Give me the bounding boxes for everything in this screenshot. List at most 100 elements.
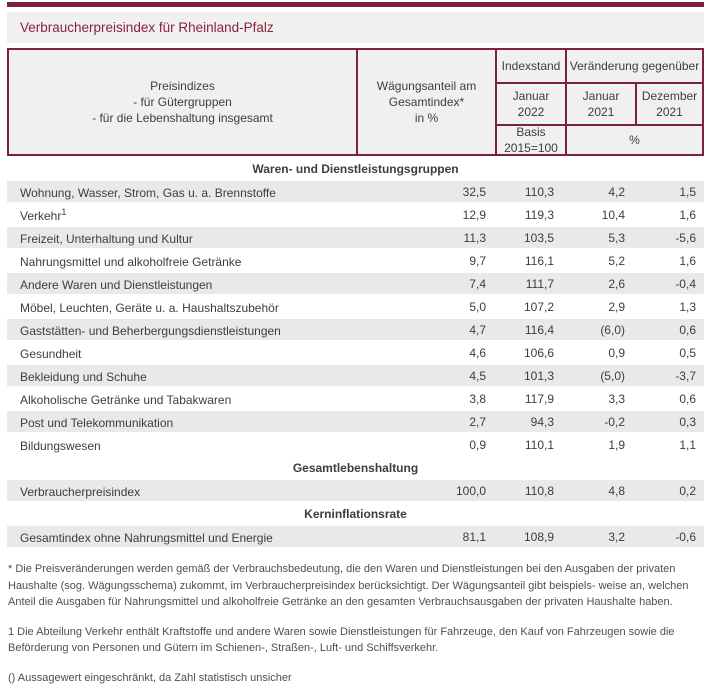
row-vs-jan-2021: 1,9 <box>567 438 637 452</box>
section-header-goods-services: Waren- und Dienstleistungsgruppen <box>7 158 704 179</box>
footnote-weighting: * Die Preisveränderungen werden gemäß de… <box>8 561 703 611</box>
table-row: Andere Waren und Dienstleistungen 7,4 11… <box>7 273 704 294</box>
row-weight: 3,8 <box>358 392 497 406</box>
row-label: Nahrungsmittel und alkoholfreie Getränke <box>7 253 358 269</box>
row-index: 108,9 <box>497 530 567 544</box>
row-index: 110,8 <box>497 484 567 498</box>
section-header-total: Gesamtlebenshaltung <box>7 457 704 478</box>
page-title-box: Verbraucherpreisindex für Rheinland-Pfal… <box>7 12 704 43</box>
row-weight: 81,1 <box>358 530 497 544</box>
header-weight-share: Wägungsanteil am Gesamtindex* in % <box>358 50 497 154</box>
header-indexstand: Indexstand <box>497 50 567 84</box>
row-index: 117,9 <box>497 392 567 406</box>
row-vs-jan-2021: 2,6 <box>567 277 637 291</box>
row-label: Gesundheit <box>7 345 358 361</box>
header-jan-2022: Januar 2022 <box>497 84 567 126</box>
row-vs-dez-2021: 1,3 <box>637 300 704 314</box>
footnote-statistical-uncertainty: () Aussagewert eingeschränkt, da Zahl st… <box>8 670 703 686</box>
row-label: Möbel, Leuchten, Geräte u. a. Haushaltsz… <box>7 299 358 315</box>
row-vs-dez-2021: 0,6 <box>637 323 704 337</box>
row-index: 107,2 <box>497 300 567 314</box>
table-row: Wohnung, Wasser, Strom, Gas u. a. Brenns… <box>7 181 704 202</box>
table-row: Nahrungsmittel und alkoholfreie Getränke… <box>7 250 704 271</box>
row-vs-dez-2021: -0,6 <box>637 530 704 544</box>
table-row: Freizeit, Unterhaltung und Kultur 11,3 1… <box>7 227 704 248</box>
row-vs-dez-2021: -3,7 <box>637 369 704 383</box>
table-row: Möbel, Leuchten, Geräte u. a. Haushaltsz… <box>7 296 704 317</box>
row-vs-jan-2021: 2,9 <box>567 300 637 314</box>
row-label: Post und Telekommunikation <box>7 414 358 430</box>
row-index: 94,3 <box>497 415 567 429</box>
table-row: Gesamtindex ohne Nahrungsmittel und Ener… <box>7 526 704 547</box>
row-label: Verbraucherpreisindex <box>7 483 358 499</box>
table-row: Bildungswesen 0,9 110,1 1,9 1,1 <box>7 434 704 455</box>
table-body: Waren- und Dienstleistungsgruppen Wohnun… <box>7 158 704 547</box>
row-vs-jan-2021: -0,2 <box>567 415 637 429</box>
row-vs-dez-2021: -5,6 <box>637 231 704 245</box>
row-vs-jan-2021: 5,3 <box>567 231 637 245</box>
row-vs-dez-2021: 0,5 <box>637 346 704 360</box>
row-index: 103,5 <box>497 231 567 245</box>
header-change-vs: Veränderung gegenüber <box>567 50 702 84</box>
row-index: 110,1 <box>497 438 567 452</box>
row-vs-jan-2021: (5,0) <box>567 369 637 383</box>
row-weight: 2,7 <box>358 415 497 429</box>
row-index: 111,7 <box>497 277 567 291</box>
row-vs-jan-2021: 4,2 <box>567 185 637 199</box>
row-weight: 32,5 <box>358 185 497 199</box>
header-percent: % <box>567 126 702 154</box>
row-weight: 7,4 <box>358 277 497 291</box>
section-header-core-inflation: Kerninflationsrate <box>7 503 704 524</box>
footnote-transport: 1 Die Abteilung Verkehr enthält Kraftsto… <box>8 624 703 657</box>
row-index: 116,1 <box>497 254 567 268</box>
row-index: 119,3 <box>497 208 567 222</box>
row-index: 116,4 <box>497 323 567 337</box>
row-weight: 5,0 <box>358 300 497 314</box>
row-label: Gesamtindex ohne Nahrungsmittel und Ener… <box>7 529 358 545</box>
footnotes: * Die Preisveränderungen werden gemäß de… <box>8 561 703 686</box>
row-weight: 4,6 <box>358 346 497 360</box>
row-label: Bildungswesen <box>7 437 358 453</box>
row-label: Gaststätten- und Beherbergungsdienstleis… <box>7 322 358 338</box>
row-weight: 4,7 <box>358 323 497 337</box>
table-row: Bekleidung und Schuhe 4,5 101,3 (5,0) -3… <box>7 365 704 386</box>
header-dez-2021: Dezember 2021 <box>637 84 702 126</box>
row-weight: 11,3 <box>358 231 497 245</box>
row-vs-dez-2021: 0,3 <box>637 415 704 429</box>
row-vs-jan-2021: (6,0) <box>567 323 637 337</box>
header-basis: Basis 2015=100 <box>497 126 567 154</box>
header-jan-2021: Januar 2021 <box>567 84 637 126</box>
table-row: Verkehr1 12,9 119,3 10,4 1,6 <box>7 204 704 225</box>
row-vs-dez-2021: 1,6 <box>637 254 704 268</box>
table-row: Post und Telekommunikation 2,7 94,3 -0,2… <box>7 411 704 432</box>
table-row: Alkoholische Getränke und Tabakwaren 3,8… <box>7 388 704 409</box>
row-label: Andere Waren und Dienstleistungen <box>7 276 358 292</box>
row-vs-dez-2021: -0,4 <box>637 277 704 291</box>
row-vs-jan-2021: 4,8 <box>567 484 637 498</box>
row-weight: 12,9 <box>358 208 497 222</box>
row-label: Freizeit, Unterhaltung und Kultur <box>7 230 358 246</box>
page-title: Verbraucherpreisindex für Rheinland-Pfal… <box>20 20 274 35</box>
row-label: Verkehr1 <box>7 207 358 223</box>
row-vs-dez-2021: 0,2 <box>637 484 704 498</box>
table-header: Preisindizes - für Gütergruppen - für di… <box>7 48 704 156</box>
row-weight: 0,9 <box>358 438 497 452</box>
row-vs-jan-2021: 3,2 <box>567 530 637 544</box>
row-label: Bekleidung und Schuhe <box>7 368 358 384</box>
row-vs-jan-2021: 5,2 <box>567 254 637 268</box>
row-label: Wohnung, Wasser, Strom, Gas u. a. Brenns… <box>7 184 358 200</box>
row-index: 106,6 <box>497 346 567 360</box>
row-label: Alkoholische Getränke und Tabakwaren <box>7 391 358 407</box>
row-vs-dez-2021: 1,5 <box>637 185 704 199</box>
row-vs-jan-2021: 3,3 <box>567 392 637 406</box>
row-vs-jan-2021: 0,9 <box>567 346 637 360</box>
table-row: Gesundheit 4,6 106,6 0,9 0,5 <box>7 342 704 363</box>
row-vs-dez-2021: 1,6 <box>637 208 704 222</box>
table-row: Gaststätten- und Beherbergungsdienstleis… <box>7 319 704 340</box>
header-price-indices: Preisindizes - für Gütergruppen - für di… <box>9 50 358 154</box>
table-row: Verbraucherpreisindex 100,0 110,8 4,8 0,… <box>7 480 704 501</box>
row-vs-dez-2021: 0,6 <box>637 392 704 406</box>
row-vs-jan-2021: 10,4 <box>567 208 637 222</box>
row-vs-dez-2021: 1,1 <box>637 438 704 452</box>
top-accent-bar <box>7 2 704 7</box>
